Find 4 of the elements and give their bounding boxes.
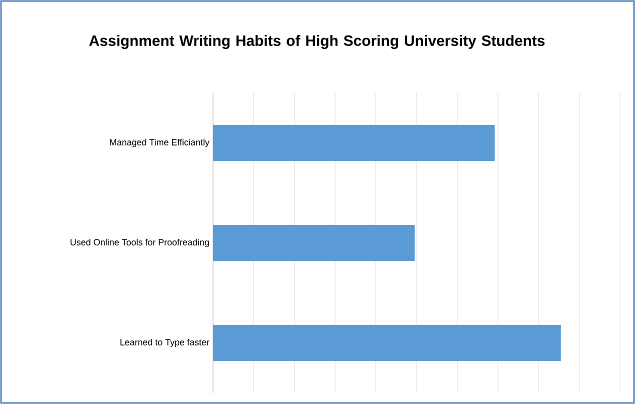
y-tick-label: Learned to Type faster (120, 338, 210, 348)
y-tick-label: Managed Time Efficiantly (110, 138, 210, 148)
chart-title: Assignment Writing Habits of High Scoring University Students (89, 35, 545, 49)
y-tick-label: Used Online Tools for Proofreading (70, 238, 209, 248)
